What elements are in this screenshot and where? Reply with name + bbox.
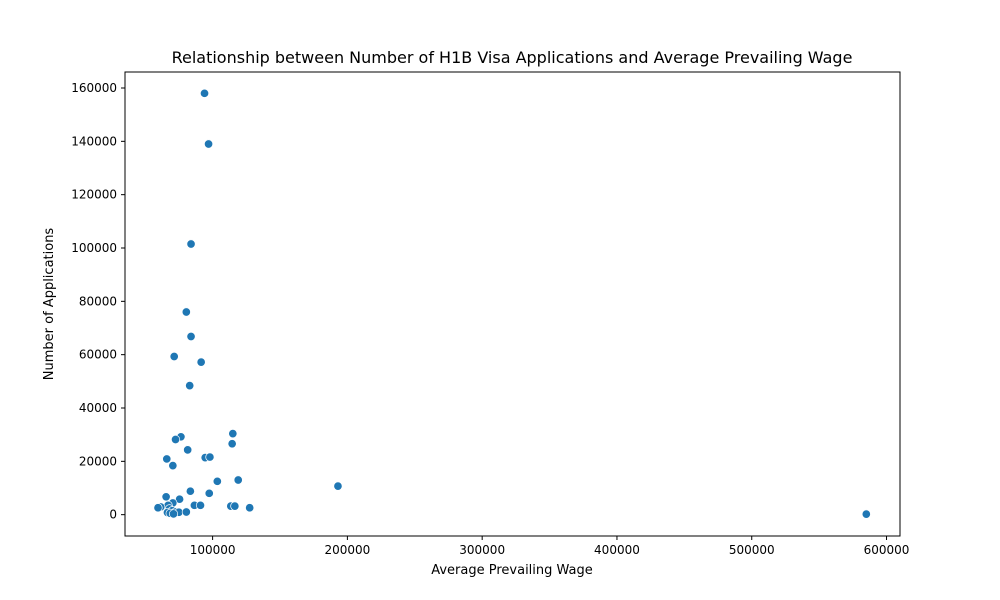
data-points (153, 88, 871, 519)
x-tick-label: 100000 (190, 543, 236, 557)
scatter-point (204, 139, 214, 149)
scatter-point (168, 461, 178, 471)
y-axis-ticks: 0 20000 40000 60000 80000 100000 120000 140000 1… (71, 81, 125, 522)
scatter-point (161, 492, 171, 502)
y-tick-label: 80000 (79, 294, 117, 308)
scatter-point (185, 486, 195, 496)
scatter-point (153, 503, 163, 513)
y-tick-label: 140000 (71, 134, 117, 148)
scatter-point (186, 331, 196, 342)
x-tick-label: 400000 (594, 543, 640, 557)
scatter-point (212, 476, 222, 486)
scatter-point (227, 439, 237, 449)
scatter-point (168, 509, 179, 519)
scatter-point (195, 500, 206, 510)
plot-frame (124, 71, 901, 537)
scatter-point (181, 307, 191, 317)
scatter-point (181, 507, 191, 517)
x-tick-label: 500000 (729, 543, 775, 557)
scatter-point (169, 351, 179, 362)
y-tick-label: 160000 (71, 81, 117, 95)
y-tick-label: 20000 (79, 454, 117, 468)
chart-title: Relationship between Number of H1B Visa … (172, 48, 853, 67)
scatter-point (183, 445, 193, 455)
y-tick-label: 40000 (79, 401, 117, 415)
scatter-point (186, 239, 196, 249)
x-axis-ticks: 100000 200000 300000 400000 500000 600000 (190, 536, 910, 557)
x-axis-label: Average Prevailing Wage (431, 563, 593, 578)
scatter-point (204, 488, 214, 498)
scatter-point (196, 357, 206, 367)
y-tick-label: 120000 (71, 188, 117, 202)
scatter-point (861, 509, 871, 519)
scatter-point (228, 429, 238, 439)
y-tick-label: 100000 (71, 241, 117, 255)
scatter-point (333, 481, 343, 491)
scatter-point (185, 381, 195, 391)
x-tick-label: 200000 (324, 543, 370, 557)
y-tick-label: 60000 (79, 348, 117, 362)
scatter-point (199, 88, 210, 98)
y-tick-label: 0 (109, 508, 117, 522)
x-tick-label: 300000 (459, 543, 505, 557)
scatter-point (245, 503, 255, 513)
scatter-point (205, 452, 215, 462)
scatter-point (233, 475, 243, 485)
scatter-point (170, 434, 181, 445)
y-axis-label: Number of Applications (42, 228, 57, 381)
scatter-point (230, 501, 240, 511)
scatter-point (162, 454, 172, 464)
x-tick-label: 600000 (864, 543, 910, 557)
